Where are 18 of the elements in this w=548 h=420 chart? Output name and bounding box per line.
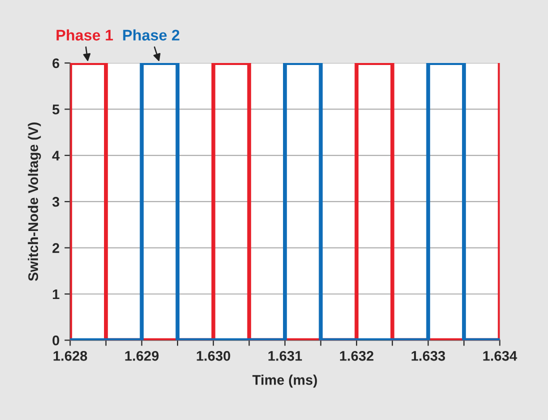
series-label: Phase 2 bbox=[123, 29, 180, 41]
y-tick-label: 6 bbox=[52, 58, 60, 68]
x-tick-label: 1.629 bbox=[125, 350, 159, 361]
x-tick-label: 1.628 bbox=[54, 350, 88, 361]
y-axis-title: Switch-Node Voltage (V) bbox=[28, 122, 41, 281]
x-tick-label: 1.633 bbox=[412, 350, 446, 361]
y-tick-label: 2 bbox=[52, 243, 60, 253]
x-tick-label: 1.632 bbox=[340, 350, 374, 361]
x-tick-label: 1.634 bbox=[483, 350, 518, 361]
y-tick-label: 5 bbox=[52, 104, 60, 114]
x-tick-label: 1.631 bbox=[268, 350, 302, 361]
y-tick-label: 1 bbox=[52, 289, 60, 300]
series-label: Phase 1 bbox=[56, 29, 113, 41]
y-tick-label: 4 bbox=[52, 150, 60, 160]
x-tick-label: 1.630 bbox=[196, 350, 230, 361]
y-tick-label: 3 bbox=[52, 196, 60, 207]
y-tick-label: 0 bbox=[52, 336, 60, 346]
x-axis-title: Time (ms) bbox=[252, 374, 317, 388]
